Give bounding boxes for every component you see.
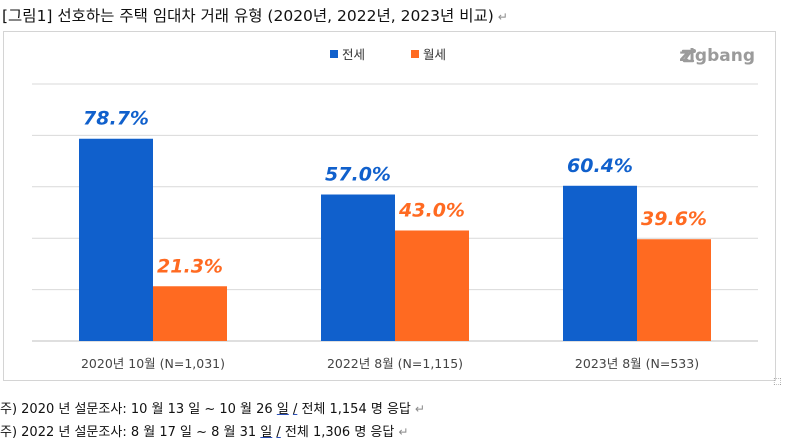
legend-label-wolse: 월세 xyxy=(423,47,447,62)
zigbang-logo: zigbang xyxy=(679,46,755,66)
data-label-jeonse-2: 60.4% xyxy=(567,155,633,177)
footnote-2: 주) 2022 년 설문조사: 8 월 17 일 ~ 8 월 31 일 / 전체… xyxy=(0,421,425,444)
footnote-1-underlined-day: 일 xyxy=(276,402,289,417)
bar-wolse-0 xyxy=(153,286,227,341)
legend-item-wolse: 월세 xyxy=(411,44,446,63)
pilcrow-icon: ↵ xyxy=(398,425,409,439)
legend-item-jeonse: 전세 xyxy=(330,44,365,63)
data-label-wolse-0: 21.3% xyxy=(157,255,223,277)
legend-swatch-wolse xyxy=(411,49,420,58)
chart-area: 전세 월세 zigbang 78.7% 21.3% 2020년 10월 (N=1,0… xyxy=(3,31,776,381)
data-label-jeonse-0: 78.7% xyxy=(83,108,149,130)
bar-jeonse-2 xyxy=(563,185,637,341)
category-label-0: 2020년 10월 (N=1,031) xyxy=(81,356,225,371)
footnote-1: 주) 2020 년 설문조사: 10 월 13 일 ~ 10 월 26 일 / … xyxy=(0,398,425,421)
footnote-2-suffix: 전체 1,306 명 응답 xyxy=(280,425,395,440)
footnote-1-suffix: 전체 1,154 명 응답 xyxy=(297,402,411,417)
bar-jeonse-1 xyxy=(321,194,395,341)
data-label-jeonse-1: 57.0% xyxy=(325,164,391,186)
category-label-1: 2022년 8월 (N=1,115) xyxy=(327,356,463,371)
figure-title-text: [그림1] 선호하는 주택 임대차 거래 유형 (2020년, 2022년, 2… xyxy=(2,7,494,25)
footnote-1-underlined-slash: / xyxy=(292,402,298,417)
bar-jeonse-0 xyxy=(79,138,153,341)
bar-chart: 78.7% 21.3% 2020년 10월 (N=1,031) 57.0% 43.0% 2… xyxy=(32,83,758,371)
footnote-2-underlined-day: 일 xyxy=(260,425,273,440)
figure-title: [그림1] 선호하는 주택 임대차 거래 유형 (2020년, 2022년, 2… xyxy=(2,4,508,26)
bar-wolse-1 xyxy=(395,230,469,341)
footnote-2-prefix: 주) 2022 년 설문조사: 8 월 17 일 ~ 8 월 31 xyxy=(0,425,261,440)
resize-anchor-icon: ⬚ xyxy=(773,377,782,387)
category-label-2: 2023년 8월 (N=533) xyxy=(575,356,699,371)
pilcrow-icon: ↵ xyxy=(414,402,425,416)
zigbang-logo-text: zigbang xyxy=(679,46,755,66)
bar-wolse-2 xyxy=(637,239,711,341)
zigbang-logo-icon xyxy=(681,49,697,63)
pilcrow-icon: ↵ xyxy=(497,10,508,24)
legend: 전세 월세 xyxy=(330,44,446,63)
data-label-wolse-1: 43.0% xyxy=(398,199,465,221)
footnotes: 주) 2020 년 설문조사: 10 월 13 일 ~ 10 월 26 일 / … xyxy=(0,398,425,444)
legend-label-jeonse: 전세 xyxy=(342,47,366,62)
legend-swatch-jeonse xyxy=(330,49,338,58)
footnote-2-underlined-slash: / xyxy=(276,425,281,440)
footnote-1-prefix: 주) 2020 년 설문조사: 10 월 13 일 ~ 10 월 26 xyxy=(0,402,277,417)
data-label-wolse-2: 39.6% xyxy=(641,208,707,230)
